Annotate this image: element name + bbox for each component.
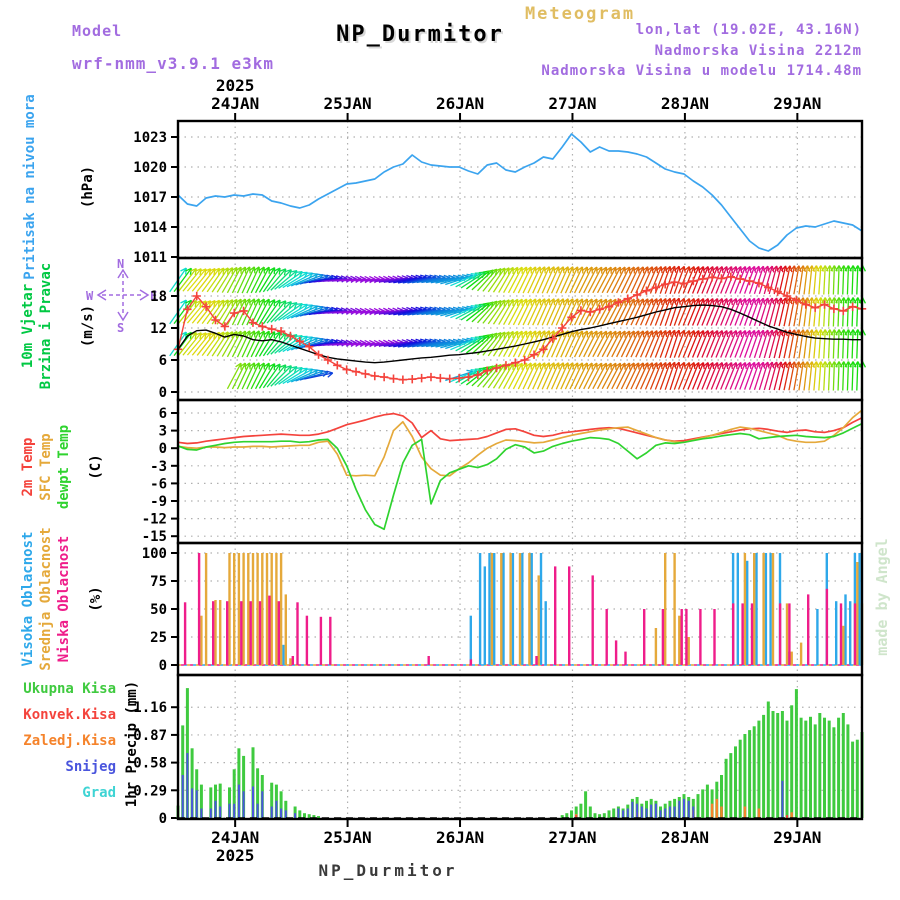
svg-text:1017: 1017 — [133, 190, 167, 206]
svg-text:1014: 1014 — [133, 220, 167, 236]
footer-station: NP_Durmitor — [319, 861, 458, 880]
svg-text:-6: -6 — [150, 476, 167, 492]
meteogram-banner: Meteogram — [524, 4, 636, 24]
svg-text:25JAN: 25JAN — [324, 94, 372, 113]
svg-text:2025: 2025 — [216, 76, 255, 95]
precip-panel: 1.16 0.87 0.58 0.29 0 — [133, 675, 862, 827]
svg-text:27JAN: 27JAN — [548, 828, 596, 847]
svg-text:29JAN: 29JAN — [773, 828, 821, 847]
legend-snijeg: Snijeg — [65, 759, 116, 775]
svg-text:1011: 1011 — [133, 250, 167, 266]
svg-text:3: 3 — [159, 424, 167, 440]
date-axis: 24JAN 24JAN 25JAN 25JAN 26JAN 26JAN 27JAN 27JAN… — [211, 76, 821, 865]
legend-konvek-kisa: Konvek.Kisa — [23, 707, 116, 723]
cloud-bars-srednja-oblacnost — [200, 553, 864, 665]
temperature-panel: 6 30 -3-6 -9 -12-15 — [142, 400, 862, 545]
pressure-panel: 1023 1020 1017 1014 1011 — [133, 121, 862, 266]
legend-ukupna-kisa: Ukupna Kisa — [23, 681, 116, 697]
temperature-series-dewpt-temp — [177, 422, 863, 531]
legend-grad: Grad — [82, 785, 116, 801]
page-title: NP_Durmitor — [336, 22, 504, 47]
svg-text:18: 18 — [150, 289, 167, 305]
svg-text:-3: -3 — [150, 459, 167, 475]
svg-text:29JAN: 29JAN — [773, 94, 821, 113]
svg-text:0: 0 — [159, 441, 167, 457]
wind-series-srednji-vjetar — [177, 304, 863, 364]
svg-text:0: 0 — [159, 385, 167, 401]
svg-text:1023: 1023 — [133, 130, 167, 146]
svg-text:-15: -15 — [142, 529, 167, 545]
svg-text:0: 0 — [159, 658, 167, 674]
svg-text:2025: 2025 — [216, 846, 255, 865]
svg-text:26JAN: 26JAN — [436, 94, 484, 113]
svg-text:28JAN: 28JAN — [661, 828, 709, 847]
svg-text:24JAN: 24JAN — [211, 828, 259, 847]
svg-text:6: 6 — [159, 406, 167, 422]
compass-s-label: S — [117, 321, 125, 335]
svg-text:1020: 1020 — [133, 160, 167, 176]
svg-text:100: 100 — [142, 546, 167, 562]
svg-text:0.29: 0.29 — [133, 783, 167, 799]
svg-text:0.87: 0.87 — [133, 728, 167, 744]
svg-text:50: 50 — [150, 602, 167, 618]
model-name: wrf-nmm_v3.9.1 e3km — [72, 54, 275, 73]
temperature-series-sfc-temp — [177, 409, 863, 477]
wind-arrow-field — [169, 265, 867, 391]
precip-bars-snijeg — [181, 753, 784, 818]
temperature-series-2m-temp — [177, 412, 863, 445]
legend-zaledj-kisa: Zaledj.Kisa — [23, 733, 116, 749]
pressure-series-pritisak-na-nivou-mora — [177, 133, 863, 252]
wind-series-brzina-vjetra — [173, 272, 867, 384]
elevation-label: Nadmorska Visina 2212m — [654, 43, 862, 59]
svg-text:25: 25 — [150, 630, 167, 646]
svg-text:27JAN: 27JAN — [548, 94, 596, 113]
temperature-panel-border — [176, 398, 864, 545]
precip-panel-border — [176, 673, 864, 821]
pressure-panel-border — [176, 119, 864, 260]
precip-bars-ukupna-kisa — [176, 688, 864, 818]
lonlat-label: lon,lat (19.02E, 43.16N) — [635, 22, 862, 38]
compass-rose — [96, 268, 150, 322]
svg-text:12: 12 — [150, 321, 167, 337]
svg-text:28JAN: 28JAN — [661, 94, 709, 113]
compass-w-label: W — [86, 289, 94, 303]
svg-text:26JAN: 26JAN — [436, 828, 484, 847]
svg-text:24JAN: 24JAN — [211, 94, 259, 113]
svg-text:6: 6 — [159, 353, 167, 369]
model-label: Model — [72, 22, 123, 40]
svg-text:1.16: 1.16 — [133, 700, 167, 716]
svg-text:-9: -9 — [150, 494, 167, 510]
svg-text:0.58: 0.58 — [133, 756, 167, 772]
svg-text:0: 0 — [159, 811, 167, 827]
svg-text:75: 75 — [150, 574, 167, 590]
svg-text:25JAN: 25JAN — [324, 828, 372, 847]
compass-n-label: N — [117, 257, 125, 271]
cloud-bars-niska-oblacnost — [183, 553, 857, 665]
compass-e-label: E — [150, 289, 158, 303]
model-elevation-label: Nadmorska Visina u modelu 1714.48m — [541, 63, 862, 79]
precip-bars-konvek-kisa — [575, 815, 788, 818]
svg-text:-12: -12 — [142, 512, 167, 528]
